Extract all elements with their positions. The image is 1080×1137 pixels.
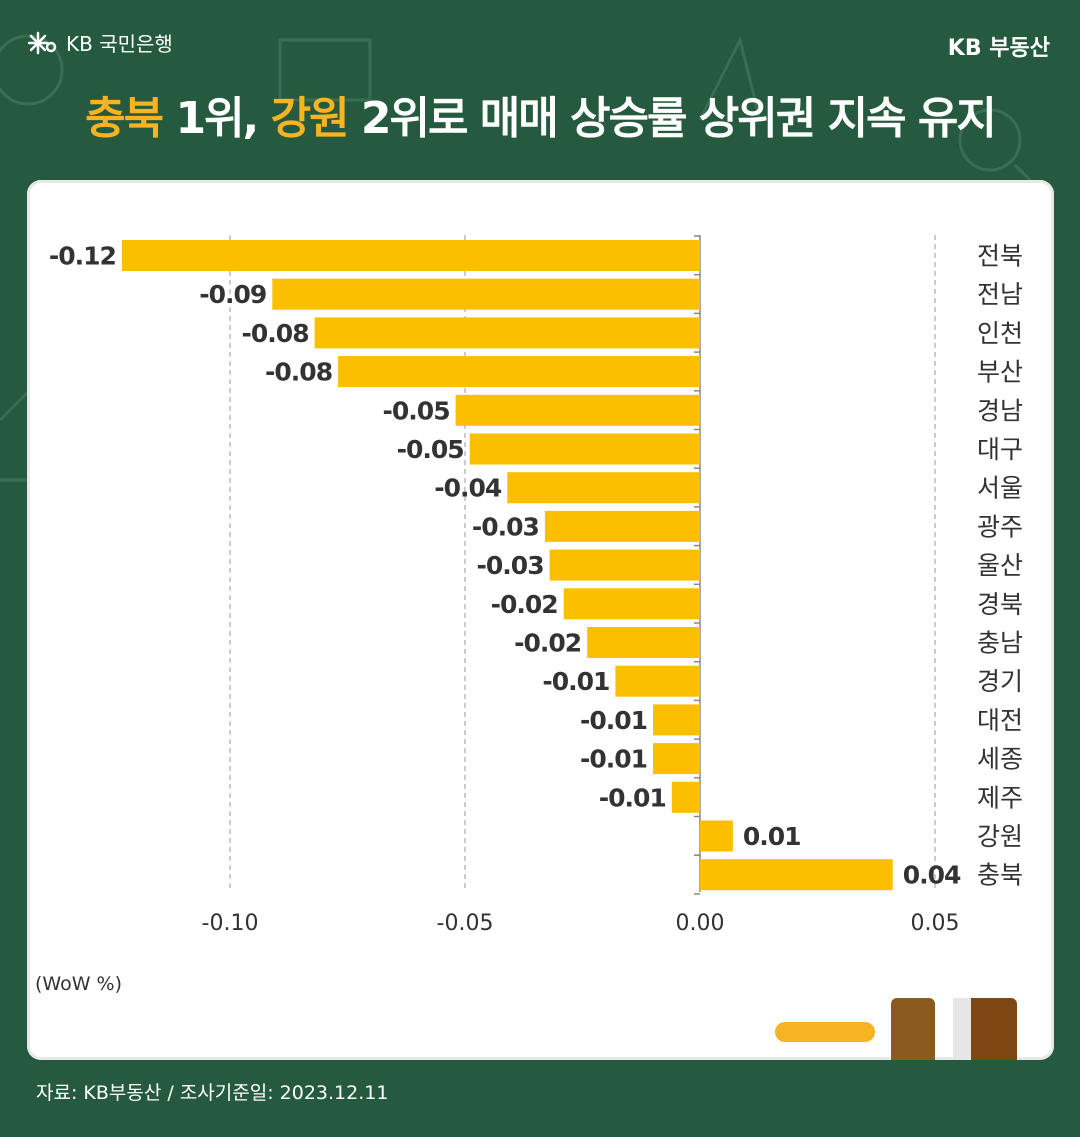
unit-label: (WoW %) bbox=[35, 973, 123, 995]
data-label: 0.01 bbox=[743, 822, 801, 851]
bar-제주 bbox=[671, 781, 700, 813]
data-label: -0.03 bbox=[477, 551, 544, 580]
x-tick-label: -0.05 bbox=[437, 911, 494, 936]
source-note: 자료: KB부동산 / 조사기준일: 2023.12.11 bbox=[36, 1082, 389, 1104]
star-icon bbox=[28, 31, 57, 54]
x-tick-label: -0.10 bbox=[202, 911, 259, 936]
bar-인천 bbox=[314, 317, 700, 349]
category-label: 충북 bbox=[977, 861, 1023, 890]
data-label: -0.08 bbox=[265, 358, 332, 387]
data-label: -0.12 bbox=[49, 242, 116, 271]
decorative-book bbox=[891, 998, 935, 1060]
title-highlight-1: 충북 bbox=[85, 93, 164, 144]
data-label: -0.09 bbox=[199, 280, 266, 309]
page-title: 충북 1위, 강원 2위로 매매 상승률 상위권 지속 유지 bbox=[0, 82, 1080, 146]
bar-서울 bbox=[507, 472, 700, 504]
decorative-book bbox=[971, 998, 1017, 1060]
category-label: 서울 bbox=[977, 474, 1023, 503]
data-label: 0.04 bbox=[903, 861, 961, 890]
data-label: -0.03 bbox=[472, 512, 539, 541]
category-label: 경기 bbox=[977, 667, 1023, 696]
category-label: 세종 bbox=[977, 745, 1023, 774]
category-label: 경북 bbox=[977, 590, 1023, 619]
bar-경기 bbox=[615, 665, 700, 697]
bar-충북 bbox=[700, 859, 893, 891]
category-label: 전북 bbox=[977, 242, 1023, 271]
data-label: -0.05 bbox=[397, 435, 464, 464]
data-label: -0.02 bbox=[514, 629, 581, 658]
category-label: 대전 bbox=[977, 706, 1023, 735]
data-label: -0.04 bbox=[434, 474, 502, 503]
chart-card: -0.10 -0.05 0.00 0.05 -0.12 전북 -0.09 전남 -0.08 인천 -… bbox=[27, 180, 1054, 1060]
bar-chart: -0.10 -0.05 0.00 0.05 -0.12 전북 -0.09 전남 -0.08 인천 -… bbox=[49, 235, 1023, 936]
x-tick-label: 0.00 bbox=[676, 911, 725, 936]
data-label: -0.01 bbox=[580, 706, 647, 735]
data-label: -0.01 bbox=[599, 783, 666, 812]
bar-대구 bbox=[469, 433, 700, 465]
bar-전북 bbox=[121, 240, 700, 271]
data-label: -0.01 bbox=[580, 745, 647, 774]
category-label: 대구 bbox=[977, 435, 1023, 464]
category-label: 부산 bbox=[977, 358, 1023, 387]
title-text-1: 1위, bbox=[162, 93, 271, 144]
category-label: 인천 bbox=[977, 319, 1023, 348]
data-label: -0.01 bbox=[542, 667, 609, 696]
bar-세종 bbox=[653, 743, 700, 775]
title-highlight-2: 강원 bbox=[270, 93, 350, 144]
category-label: 전남 bbox=[977, 280, 1023, 309]
category-label: 경남 bbox=[977, 396, 1023, 425]
bar-광주 bbox=[544, 510, 700, 542]
category-label: 충남 bbox=[977, 629, 1023, 658]
category-label: 울산 bbox=[977, 551, 1023, 580]
bar-전남 bbox=[272, 278, 700, 310]
category-label: 강원 bbox=[977, 822, 1023, 851]
category-label: 제주 bbox=[977, 783, 1023, 812]
category-label: 광주 bbox=[977, 512, 1023, 541]
bank-name: KB 국민은행 bbox=[66, 32, 173, 56]
decorative-pill bbox=[775, 1022, 875, 1042]
x-tick-label: 0.05 bbox=[911, 911, 960, 936]
brand-name: KB 부동산 bbox=[947, 36, 1050, 61]
data-label: -0.08 bbox=[242, 319, 309, 348]
title-text-2: 2위로 매매 상승률 상위권 지속 유지 bbox=[347, 93, 997, 144]
bar-경남 bbox=[455, 394, 700, 426]
bar-충남 bbox=[587, 627, 700, 658]
bar-부산 bbox=[338, 356, 700, 388]
data-label: -0.02 bbox=[491, 590, 558, 619]
bar-대전 bbox=[653, 704, 700, 736]
bar-울산 bbox=[549, 549, 700, 581]
kb-bank-logo: KB 국민은행 bbox=[28, 28, 173, 57]
bar-강원 bbox=[700, 820, 733, 852]
bar-경북 bbox=[563, 588, 700, 620]
decorative-book bbox=[953, 998, 971, 1060]
data-label: -0.05 bbox=[383, 396, 450, 425]
